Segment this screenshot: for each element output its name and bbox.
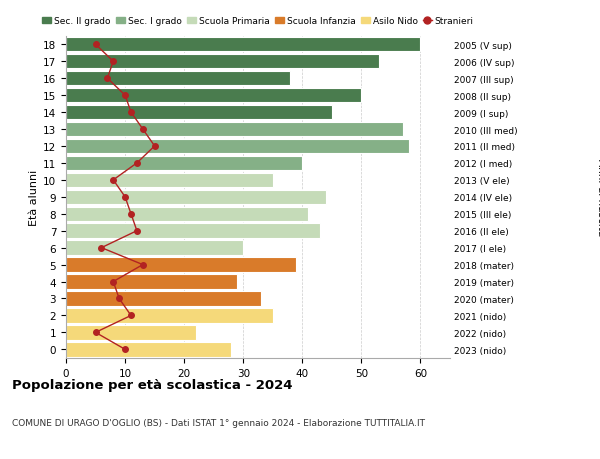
Y-axis label: Età alunni: Età alunni xyxy=(29,169,39,225)
Bar xyxy=(66,342,232,357)
Text: COMUNE DI URAGO D'OGLIO (BS) - Dati ISTAT 1° gennaio 2024 - Elaborazione TUTTITA: COMUNE DI URAGO D'OGLIO (BS) - Dati ISTA… xyxy=(12,418,425,427)
Bar xyxy=(66,72,290,86)
Bar xyxy=(66,207,308,221)
Legend: Sec. II grado, Sec. I grado, Scuola Primaria, Scuola Infanzia, Asilo Nido, Stran: Sec. II grado, Sec. I grado, Scuola Prim… xyxy=(43,17,473,26)
Bar xyxy=(66,224,320,238)
Y-axis label: Anni di nascita: Anni di nascita xyxy=(596,159,600,236)
Bar xyxy=(66,38,421,52)
Bar xyxy=(66,173,273,188)
Text: Popolazione per età scolastica - 2024: Popolazione per età scolastica - 2024 xyxy=(12,379,293,392)
Bar xyxy=(66,291,261,306)
Bar xyxy=(66,308,273,323)
Bar xyxy=(66,325,196,340)
Bar xyxy=(66,190,326,205)
Bar xyxy=(66,89,361,103)
Bar xyxy=(66,241,243,255)
Bar xyxy=(66,106,332,120)
Bar xyxy=(66,55,379,69)
Bar xyxy=(66,157,302,171)
Bar xyxy=(66,123,403,137)
Bar xyxy=(66,275,238,289)
Bar xyxy=(66,140,409,154)
Bar xyxy=(66,258,296,272)
